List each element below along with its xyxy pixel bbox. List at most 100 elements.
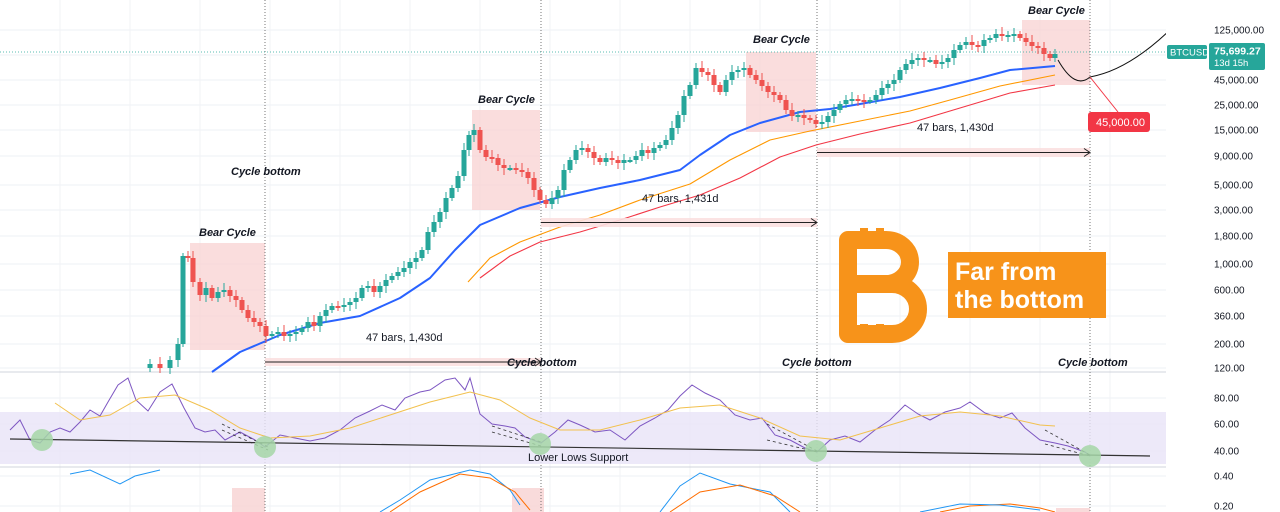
candle-down [233, 296, 239, 300]
candle-up [317, 316, 323, 326]
banner-line-2: the bottom [955, 286, 1084, 314]
ma-orange-line [467, 74, 1056, 283]
candle-up [203, 288, 209, 295]
candle-up [425, 232, 431, 250]
candle-down [783, 100, 789, 110]
candle-up [939, 62, 945, 64]
target-price-tag-bg [1088, 112, 1150, 132]
candle-down [245, 310, 251, 318]
candle-up [963, 42, 969, 45]
rsi-tick-label: 60.00 [1214, 420, 1239, 431]
candle-up [1052, 54, 1058, 58]
candle-up [621, 160, 627, 163]
banner-line-1: Far from [955, 258, 1056, 286]
candle-down [227, 290, 233, 296]
candle-up [831, 110, 837, 116]
candle-up [419, 250, 425, 258]
macd-zone [1056, 508, 1090, 512]
rsi-ma-line [54, 391, 1056, 441]
measure-arrow [810, 218, 818, 227]
candle-down [747, 68, 753, 75]
candle-up [377, 286, 383, 292]
candle-up [735, 70, 741, 72]
support-label: Lower Lows Support [528, 452, 628, 464]
candle-up [287, 334, 293, 336]
candle-up [455, 176, 461, 188]
candle-down [477, 130, 483, 150]
macd-line [379, 469, 521, 512]
candle-up [723, 80, 729, 92]
candle-up [897, 70, 903, 80]
candle-down [483, 150, 489, 157]
candle-up [651, 148, 657, 153]
candle-down [335, 306, 341, 308]
symbol-tag: BTCUSD [1170, 48, 1209, 59]
candle-down [311, 322, 317, 326]
candle-up [401, 268, 407, 272]
macd-line [919, 503, 1041, 512]
candle-up [879, 88, 885, 95]
rsi-bottom-marker [1079, 445, 1101, 467]
candle-down [257, 322, 263, 326]
measure-label: 47 bars, 1,431d [642, 193, 718, 205]
candle-down [855, 99, 861, 101]
candle-down [197, 282, 203, 295]
candle-up [437, 212, 443, 222]
rsi-line [9, 376, 1091, 457]
candle-up [567, 160, 573, 170]
candle-down [711, 75, 717, 85]
candle-up [1011, 34, 1017, 36]
candle-up [885, 84, 891, 88]
rsi-bottom-marker [805, 440, 827, 462]
candle-down [771, 92, 777, 95]
candle-up [293, 332, 299, 334]
candle-down [615, 160, 621, 163]
measure-arrow [534, 357, 542, 367]
candle-up [341, 305, 347, 307]
candle-up [795, 115, 801, 117]
candle-up [603, 158, 609, 162]
candle-down [190, 258, 196, 282]
candle-up [383, 280, 389, 286]
candle-up [1005, 35, 1011, 37]
signal-line [669, 484, 801, 512]
price-tick-label: 120.00 [1214, 364, 1245, 375]
candle-up [843, 100, 849, 104]
bear-cycle-zone [472, 110, 540, 210]
symbol-tag-bg [1167, 45, 1207, 59]
candle-down [1047, 54, 1053, 58]
candle-up [741, 68, 747, 70]
candle-up [305, 322, 311, 328]
candle-down [969, 42, 975, 45]
rsi-tick-label: 40.00 [1214, 447, 1239, 458]
candle-up [867, 100, 873, 102]
candle-down [185, 256, 191, 258]
candle-up [681, 96, 687, 115]
candle-up [837, 104, 843, 110]
target-pointer [1089, 76, 1119, 113]
bear-cycle-zone [746, 52, 816, 132]
candle-down [591, 152, 597, 158]
candle-up [951, 50, 957, 58]
candle-down [699, 68, 705, 72]
bear-cycle-zone [1022, 20, 1090, 85]
candle-up [175, 344, 181, 360]
candle-up [873, 95, 879, 100]
candle-up [987, 38, 993, 40]
cycle-bottom-label: Cycle bottom [1058, 357, 1128, 369]
candle-up [466, 135, 472, 150]
last-price: 75,699.27 [1214, 46, 1261, 58]
candle-up [891, 80, 897, 84]
candle-up [825, 116, 831, 122]
cycle-bottom-label: Cycle bottom [231, 166, 301, 178]
measure-arrow [1083, 148, 1091, 157]
price-tick-label: 25,000.00 [1214, 101, 1259, 112]
rsi-bottom-marker [529, 433, 551, 455]
candle-up [693, 68, 699, 85]
candle-up [221, 290, 227, 292]
candle-down [209, 288, 215, 298]
candle-up [627, 160, 633, 162]
rsi-band [0, 412, 1166, 464]
